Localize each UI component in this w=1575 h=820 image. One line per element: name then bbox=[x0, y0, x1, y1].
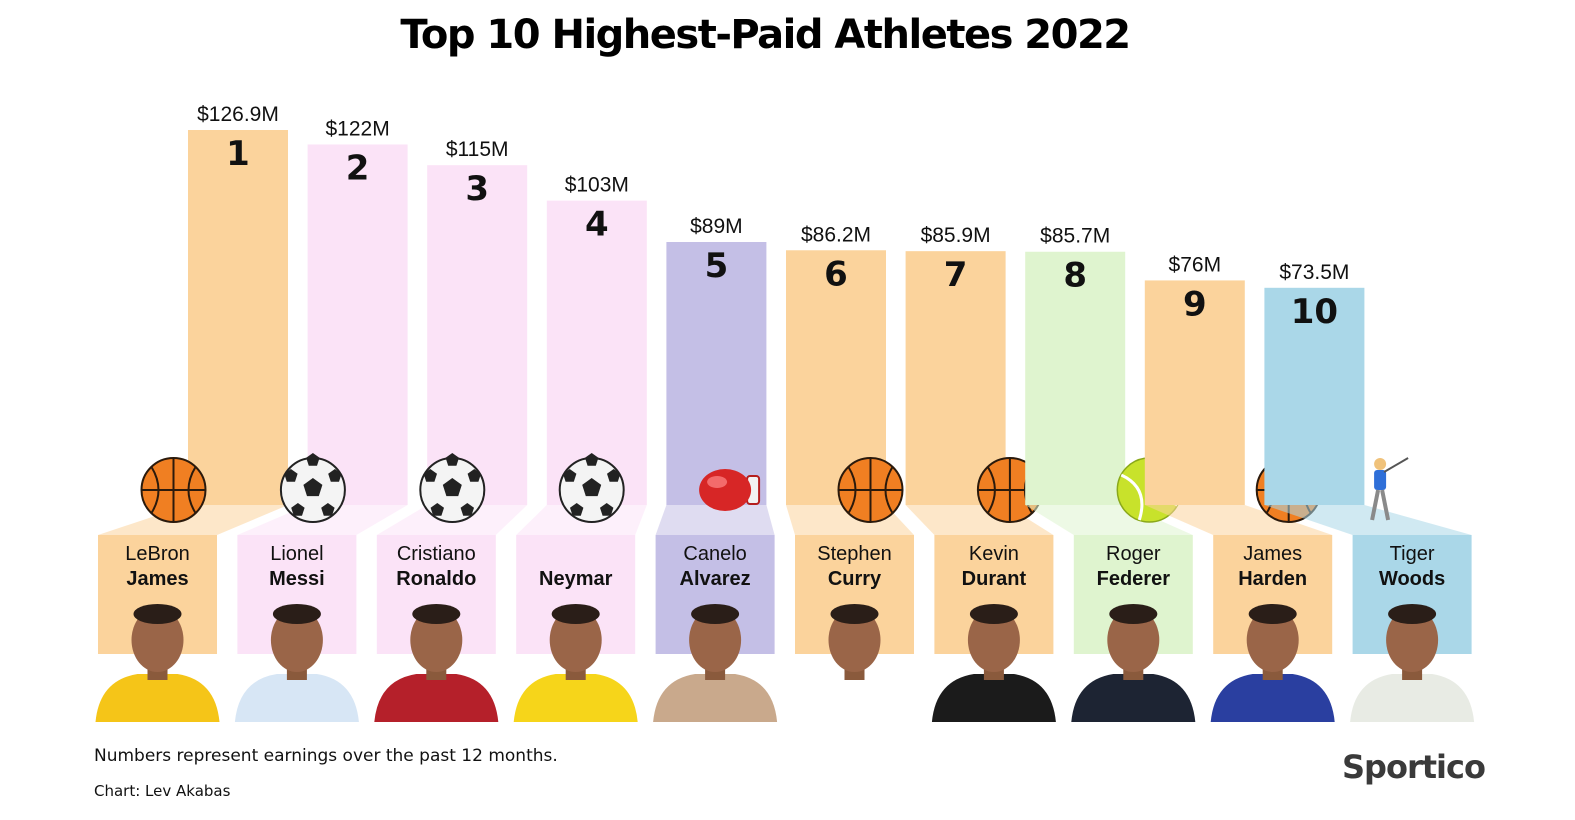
bar-value-label: $85.9M bbox=[921, 224, 991, 247]
basketball-icon bbox=[140, 457, 207, 523]
athlete-last-name: Alvarez bbox=[680, 568, 751, 590]
bar-connector bbox=[1144, 505, 1333, 535]
athlete-last-name: Durant bbox=[962, 568, 1027, 590]
rank-number: 10 bbox=[1291, 292, 1338, 332]
bar bbox=[307, 144, 408, 505]
athlete-last-name: Curry bbox=[828, 568, 882, 590]
chart-title: Top 10 Highest-Paid Athletes 2022 bbox=[400, 12, 1131, 58]
athlete-photo bbox=[1210, 604, 1335, 722]
bar-group-7: $85.9M 7 Kevin Durant bbox=[905, 224, 1056, 722]
bar-value-label: $86.2M bbox=[801, 223, 871, 246]
bar bbox=[1264, 287, 1365, 505]
athlete-photo bbox=[1350, 604, 1475, 722]
bar-group-10: $73.5M 10 Tiger Woods bbox=[1264, 261, 1475, 722]
athlete-first-name: James bbox=[1243, 543, 1302, 565]
rank-number: 1 bbox=[226, 134, 250, 174]
footnote: Numbers represent earnings over the past… bbox=[94, 746, 558, 766]
brand-logo: Sportico bbox=[1342, 748, 1486, 786]
rank-number: 6 bbox=[824, 254, 848, 294]
athlete-photo bbox=[374, 604, 499, 722]
bar-group-2: $122M 2 Lionel Messi bbox=[234, 117, 408, 722]
athlete-photo bbox=[234, 604, 359, 722]
athlete-first-name: Stephen bbox=[817, 543, 892, 565]
athlete-last-name: Ronaldo bbox=[396, 568, 476, 590]
bar-connector bbox=[1264, 505, 1472, 535]
soccer-ball-icon bbox=[558, 453, 625, 523]
athlete-first-name: Cristiano bbox=[397, 543, 476, 565]
bar-value-label: $115M bbox=[446, 138, 509, 161]
bar bbox=[188, 130, 288, 505]
bar-chart: $126.9M 1 LeBron James $122M 2 Lionel Messi $115… bbox=[95, 103, 1475, 722]
athlete-last-name: Harden bbox=[1238, 568, 1307, 590]
bar bbox=[1144, 280, 1245, 505]
athlete-first-name: Roger bbox=[1106, 543, 1161, 565]
athlete-first-name: LeBron bbox=[125, 543, 190, 565]
bar-value-label: $126.9M bbox=[197, 103, 279, 126]
bar bbox=[666, 241, 767, 506]
bar-group-3: $115M 3 Cristiano Ronaldo bbox=[374, 138, 528, 722]
bar bbox=[905, 251, 1006, 505]
bar bbox=[546, 200, 647, 506]
bar bbox=[1025, 251, 1126, 505]
bar-connector bbox=[1025, 505, 1193, 535]
athlete-last-name: Woods bbox=[1379, 568, 1445, 590]
rank-number: 7 bbox=[944, 255, 968, 295]
bar-group-8: $85.7M 8 Roger Federer bbox=[1025, 225, 1196, 722]
bar-connector bbox=[98, 505, 288, 535]
rank-number: 2 bbox=[346, 148, 370, 188]
bar-value-label: $73.5M bbox=[1279, 261, 1349, 284]
athlete-photo bbox=[653, 604, 778, 722]
rank-number: 3 bbox=[465, 169, 489, 209]
athlete-photo bbox=[792, 604, 917, 722]
bar-connector bbox=[655, 505, 775, 535]
bar-group-1: $126.9M 1 LeBron James bbox=[95, 103, 288, 722]
bar-value-label: $122M bbox=[325, 117, 389, 140]
athlete-last-name: Federer bbox=[1097, 568, 1171, 590]
bar-group-6: $86.2M 6 Stephen Curry bbox=[786, 223, 917, 722]
bar-value-label: $103M bbox=[565, 174, 629, 197]
bar-value-label: $76M bbox=[1169, 253, 1222, 276]
athlete-first-name: Lionel bbox=[270, 543, 323, 565]
bar-group-4: $103M 4 Neymar bbox=[513, 174, 647, 722]
bar-value-label: $85.7M bbox=[1040, 225, 1110, 248]
boxing-glove-icon bbox=[699, 469, 761, 511]
rank-number: 4 bbox=[585, 205, 609, 245]
athlete-last-name: Neymar bbox=[539, 568, 613, 590]
soccer-ball-icon bbox=[279, 453, 346, 523]
bar-value-label: $89M bbox=[690, 215, 743, 238]
athlete-first-name: Tiger bbox=[1390, 543, 1435, 565]
rank-number: 5 bbox=[705, 246, 729, 286]
rank-number: 8 bbox=[1063, 256, 1087, 296]
chart-credit: Chart: Lev Akabas bbox=[94, 782, 231, 800]
athlete-last-name: Messi bbox=[269, 568, 325, 590]
bar-group-5: $89M 5 Canelo Alvarez bbox=[653, 215, 778, 722]
golfer-icon bbox=[1370, 457, 1409, 521]
bar bbox=[427, 165, 528, 506]
athlete-photo bbox=[513, 604, 638, 722]
athlete-photo bbox=[931, 604, 1056, 722]
athlete-first-name: Canelo bbox=[683, 543, 746, 565]
soccer-ball-icon bbox=[419, 453, 486, 523]
athlete-photo bbox=[1071, 604, 1196, 722]
athlete-photo bbox=[95, 604, 220, 722]
basketball-icon bbox=[837, 457, 904, 523]
athlete-first-name: Kevin bbox=[969, 543, 1019, 565]
athlete-last-name: James bbox=[126, 568, 188, 590]
rank-number: 9 bbox=[1183, 284, 1207, 324]
